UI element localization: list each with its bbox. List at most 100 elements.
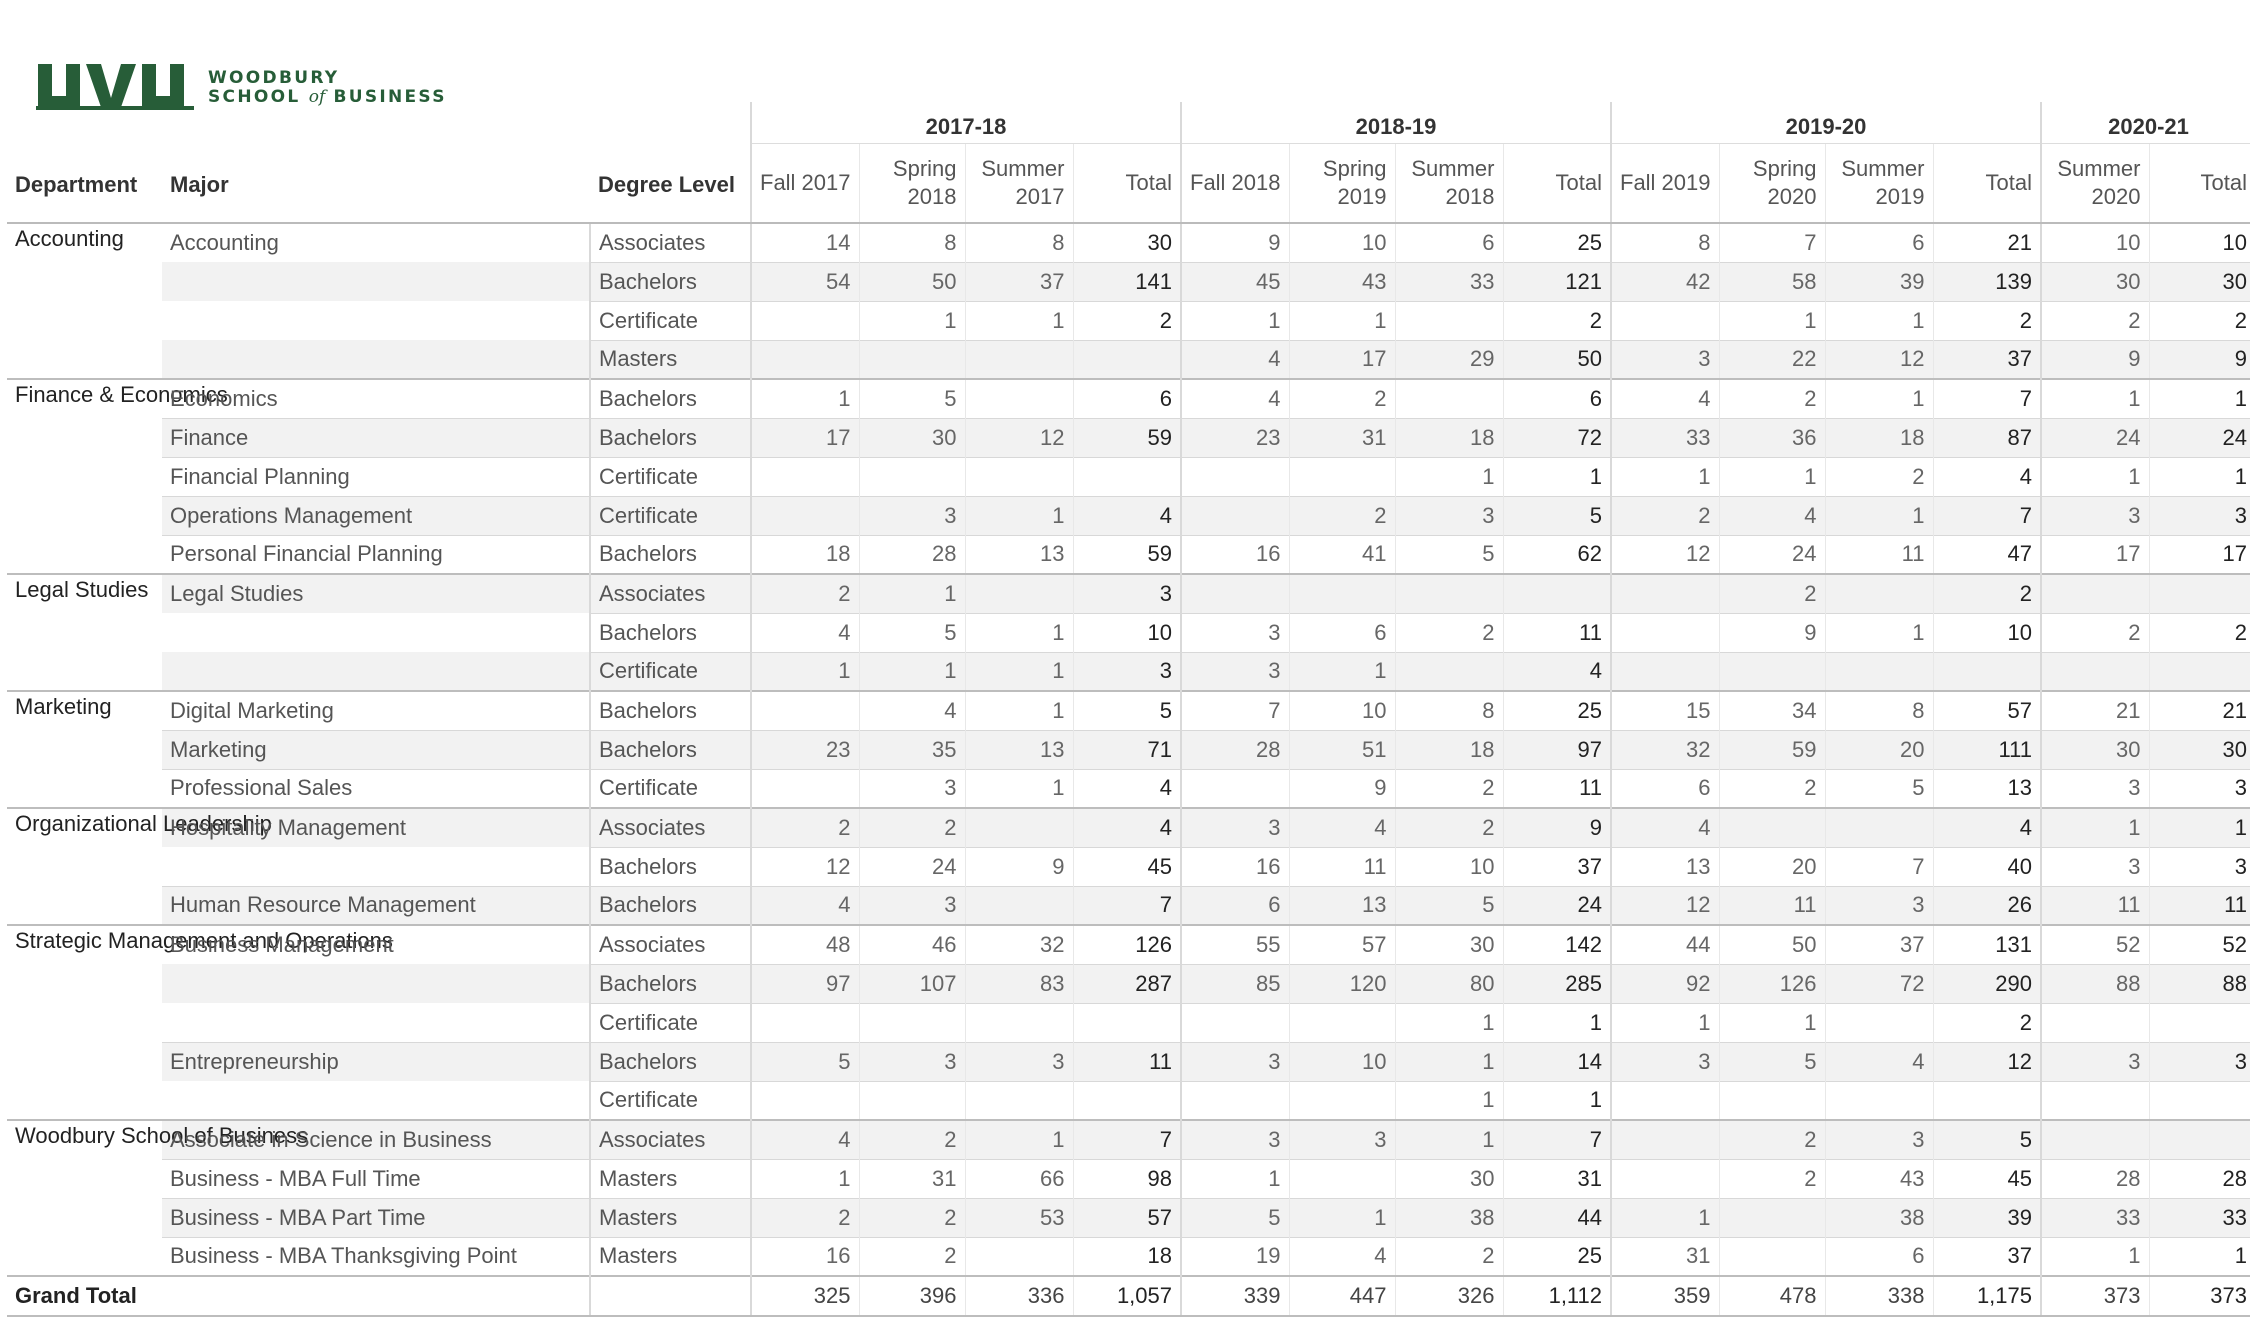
table-row: Operations Management Certificate 3 1 4 2 3 5 2 4… [7,495,2250,535]
value-cell: 53 [964,1197,1073,1237]
table-row: Finance & Economics Economics Bachelors 1 5 6… [7,378,2250,574]
value-cell: 1 [964,768,1073,808]
department-header: Department [7,143,162,224]
degree-level-cell: Masters [589,339,751,379]
value-cell: 35 [858,729,965,769]
value-cell: 30 [858,417,965,457]
total-cell: 4 [1072,495,1181,535]
value-cell: 1 [964,690,1073,730]
value-cell: 1 [1288,300,1395,340]
major-cell: Finance [162,417,590,457]
value-cell: 1 [1824,495,1933,535]
total-cell: 11 [1502,612,1611,652]
major-cell: Legal Studies [162,573,590,613]
total-cell: 121 [1502,261,1611,301]
value-cell [2040,573,2149,613]
value-cell [1718,1236,1825,1276]
value-cell [858,1002,965,1042]
grand-total-row: Grand Total 325 396 336 1,057 339 447 326 1,112 3… [7,1275,2250,1317]
value-cell: 37 [1824,924,1933,964]
total-cell: 9 [1502,807,1611,847]
value-cell [1610,1158,1719,1198]
value-cell: 1 [1180,300,1289,340]
value-cell: 12 [750,846,859,886]
value-cell: 7 [1718,223,1825,262]
value-cell [964,1080,1073,1120]
value-cell: 2 [750,1197,859,1237]
value-cell: 126 [1718,963,1825,1003]
value-cell: 13 [964,729,1073,769]
total-cell: 39 [1932,1197,2041,1237]
value-cell [1394,300,1503,340]
degree-level-header: Degree Level [590,143,751,224]
value-cell [750,1002,859,1042]
value-cell: 8 [1610,223,1719,262]
value-cell: 1 [964,651,1073,691]
total-cell: 45 [1932,1158,2041,1198]
total-cell: 40 [1932,846,2041,886]
value-cell: 1 [858,300,965,340]
value-cell: 18 [750,534,859,574]
value-cell [2040,651,2149,691]
grand-total-sum-cell: 373 [2148,1275,2250,1317]
degree-level-cell: Associates [589,807,751,847]
value-cell: 14 [750,223,859,262]
total-cell: 7 [1072,1119,1181,1159]
value-cell: 3 [2040,846,2149,886]
term-column-header: Fall 2018 [1180,143,1289,224]
total-cell [2148,651,2250,691]
total-cell: 1 [1502,456,1611,496]
value-cell: 24 [2040,417,2149,457]
value-cell [1824,807,1933,847]
major-cell [162,964,590,1003]
grand-total-spacer [589,1275,751,1317]
value-cell: 4 [1180,378,1289,418]
total-cell: 1 [2148,456,2250,496]
major-cell: Hospitality Management [162,807,590,847]
total-cell: 98 [1072,1158,1181,1198]
value-cell: 11 [2040,885,2149,925]
value-cell: 50 [1718,924,1825,964]
table-row: Legal Studies Legal Studies Associates 2 1 3 2… [7,573,2250,691]
total-cell: 4 [1072,768,1181,808]
degree-level-cell: Masters [589,1236,751,1276]
value-cell: 46 [858,924,965,964]
value-cell [1718,1080,1825,1120]
grand-total-value-cell: 396 [858,1275,965,1317]
degree-level-cell: Associates [589,573,751,613]
value-cell: 28 [1180,729,1289,769]
value-cell: 31 [1288,417,1395,457]
value-cell: 4 [750,612,859,652]
total-cell [1072,456,1181,496]
department-cell: Strategic Management and Operations [7,924,393,1120]
total-cell: 30 [2148,261,2250,301]
table-row: Certificate 1 1 2 1 1 2 1 1 2 2 2 [7,300,2250,340]
value-cell: 2 [1394,807,1503,847]
grand-total-sum-cell: 1,057 [1072,1275,1181,1317]
degree-level-cell: Bachelors [589,261,751,301]
total-cell: 10 [1072,612,1181,652]
value-cell: 44 [1610,924,1719,964]
value-cell [964,378,1073,418]
value-cell: 1 [964,612,1073,652]
total-cell: 1 [2148,378,2250,418]
total-cell: 28 [2148,1158,2250,1198]
value-cell [964,807,1073,847]
value-cell [1288,1158,1395,1198]
value-cell: 4 [1180,339,1289,379]
total-cell: 3 [1072,651,1181,691]
value-cell: 5 [1394,885,1503,925]
major-cell: Economics [162,378,590,418]
major-header: Major [162,143,590,224]
total-cell: 59 [1072,534,1181,574]
major-cell [162,340,590,379]
value-cell [1180,768,1289,808]
total-cell: 126 [1072,924,1181,964]
value-cell: 21 [2040,690,2149,730]
value-cell: 34 [1718,690,1825,730]
degree-level-cell: Certificate [589,495,751,535]
value-cell [858,1080,965,1120]
total-cell: 7 [1072,885,1181,925]
value-cell: 12 [1824,339,1933,379]
value-cell: 2 [1288,378,1395,418]
